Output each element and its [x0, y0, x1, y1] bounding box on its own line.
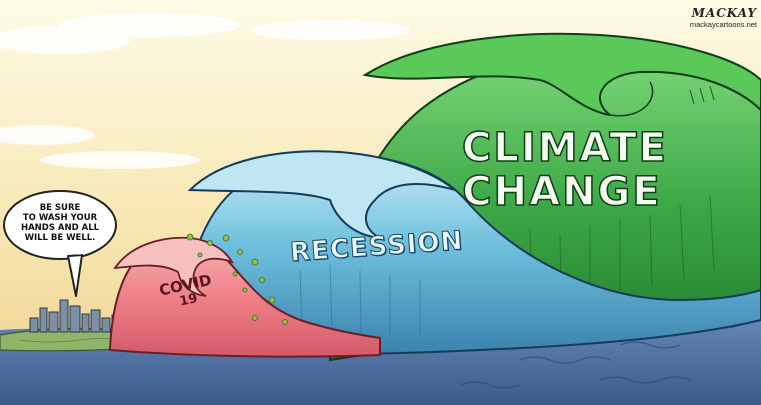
- speech-bubble: [3, 190, 117, 297]
- covid-19-wave: [108, 236, 381, 358]
- speech-line-4: WILL BE WELL.: [24, 233, 96, 243]
- artist-signature: MACKAY mackaycartoons.net: [652, 6, 757, 29]
- recession-wave: [178, 150, 761, 356]
- climate-label-line2: CHANGE: [462, 169, 662, 215]
- climate-change-label: CLIMATE CHANGE: [461, 125, 668, 215]
- speech-line-3: HANDS AND ALL: [20, 223, 100, 233]
- signature-url: mackaycartoons.net: [689, 20, 757, 29]
- speech-line-1: BE SURE: [39, 203, 81, 213]
- signature-name: MACKAY: [691, 6, 757, 20]
- virus-particles: [186, 233, 288, 325]
- speech-bubble-text: BE SURE TO WASH YOUR HANDS AND ALL WILL …: [8, 203, 112, 243]
- climate-label-line1: CLIMATE: [461, 125, 668, 171]
- speech-line-2: TO WASH YOUR: [22, 213, 98, 223]
- clouds: [0, 13, 410, 169]
